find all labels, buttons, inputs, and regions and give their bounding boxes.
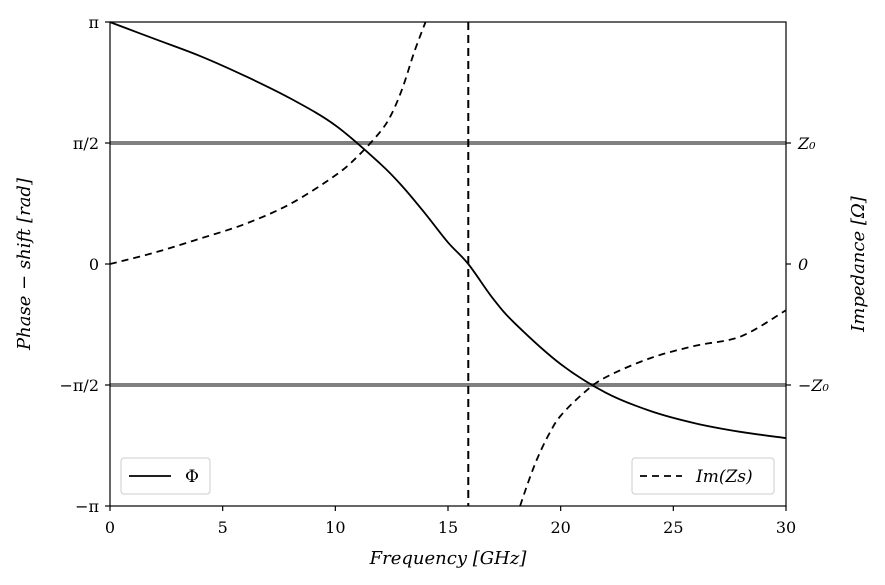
left-y-tick-label: −π/2: [60, 376, 100, 395]
x-tick-label: 25: [663, 518, 683, 537]
series-phi-line: [109, 21, 787, 439]
series-imz-line-left: [109, 21, 427, 265]
legend-imz-box: [631, 457, 775, 495]
plot-frame: [109, 21, 787, 507]
legend-phi-label: Φ: [185, 467, 199, 487]
legend-imz: Im(Zs): [631, 457, 775, 495]
x-tick-label: 30: [776, 518, 796, 537]
series-imz-line-right: [519, 309, 787, 507]
x-tick-label: 5: [218, 518, 228, 537]
legend-phi: Φ: [120, 457, 211, 495]
left-y-tick-label: 0: [89, 255, 99, 274]
right-y-tick-label: 0: [798, 255, 808, 274]
right-y-tick-label: Z₀: [797, 134, 816, 153]
x-axis-ticks: 0 5 10 15 20 25 30: [105, 506, 796, 537]
x-axis-title: Frequency [GHz]: [369, 548, 528, 569]
right-y-axis-ticks: −Z₀ 0 Z₀: [786, 134, 830, 395]
left-y-axis-title: Phase − shift [rad]: [14, 177, 35, 351]
left-y-tick-label: π/2: [73, 134, 99, 153]
left-y-tick-label: π: [88, 13, 99, 32]
x-tick-label: 0: [105, 518, 115, 537]
right-y-axis-title: Impedance [Ω]: [848, 195, 869, 333]
left-y-axis-ticks: −π −π/2 0 π/2 π: [60, 13, 110, 516]
right-y-tick-label: −Z₀: [798, 376, 830, 395]
x-tick-label: 20: [550, 518, 570, 537]
x-tick-label: 10: [325, 518, 345, 537]
x-tick-label: 15: [438, 518, 458, 537]
left-y-tick-label: −π: [75, 497, 99, 516]
legend-imz-label: Im(Zs): [695, 467, 753, 487]
